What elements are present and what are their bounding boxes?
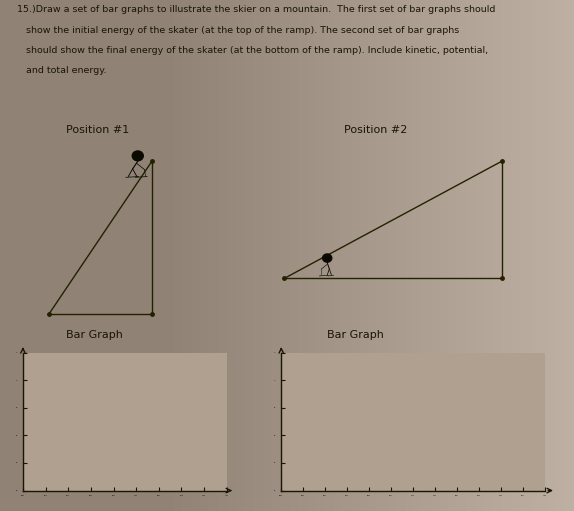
Text: Bar Graph: Bar Graph — [327, 330, 384, 340]
Circle shape — [132, 151, 144, 161]
Circle shape — [323, 254, 332, 262]
Text: Position #1: Position #1 — [66, 125, 129, 135]
Text: should show the final energy of the skater (at the bottom of the ramp). Include : should show the final energy of the skat… — [17, 46, 488, 55]
Text: Position #2: Position #2 — [344, 125, 408, 135]
Text: 15.)Draw a set of bar graphs to illustrate the skier on a mountain.  The first s: 15.)Draw a set of bar graphs to illustra… — [17, 5, 495, 14]
Text: show the initial energy of the skater (at the top of the ramp). The second set o: show the initial energy of the skater (a… — [17, 26, 459, 35]
Text: and total energy.: and total energy. — [17, 66, 107, 76]
Text: Bar Graph: Bar Graph — [66, 330, 123, 340]
